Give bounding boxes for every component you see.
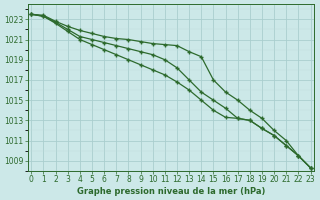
X-axis label: Graphe pression niveau de la mer (hPa): Graphe pression niveau de la mer (hPa) [77, 187, 265, 196]
